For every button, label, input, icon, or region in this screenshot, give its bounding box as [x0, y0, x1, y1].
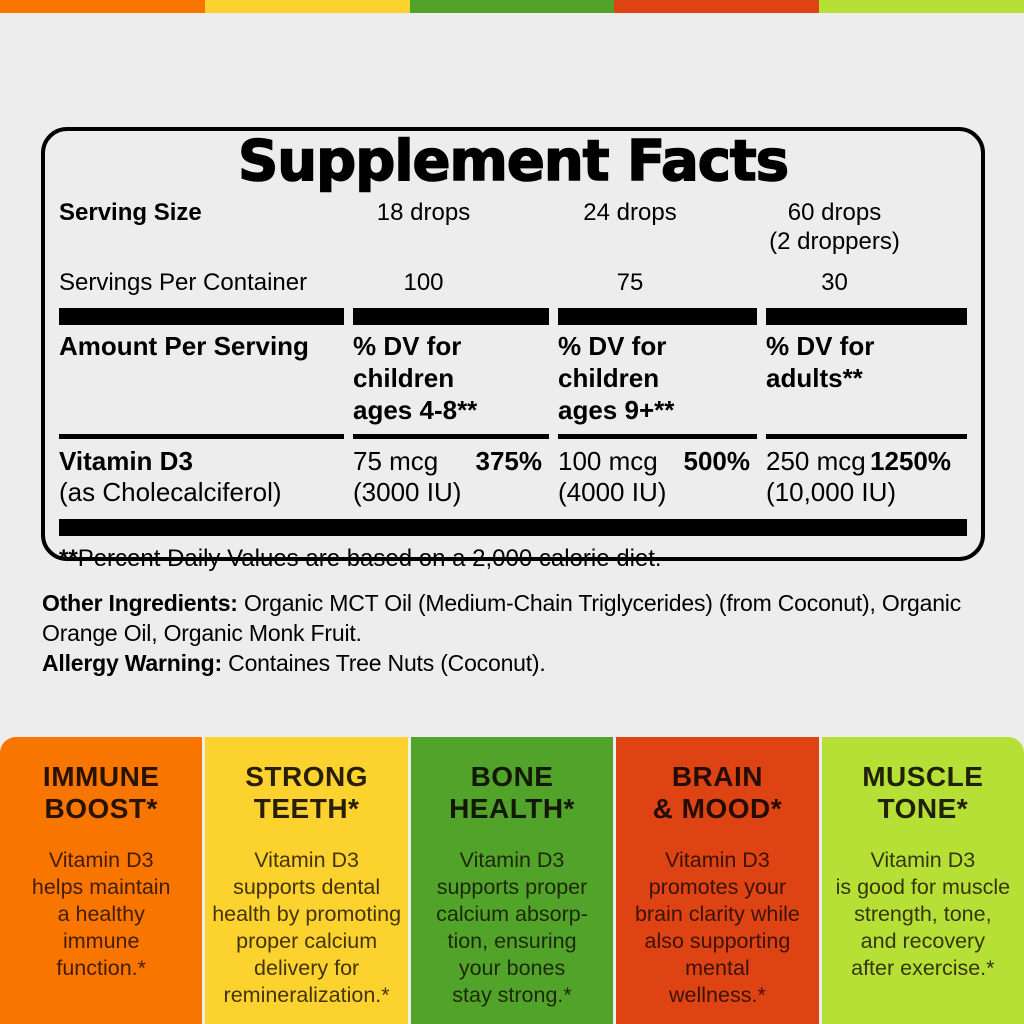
vitamin-form: (as Cholecalciferol)	[59, 477, 282, 508]
column-header-row: Amount Per Serving % DV for children age…	[59, 325, 967, 434]
supplement-facts-panel: Supplement Facts Serving Size 18 drops 2…	[41, 127, 985, 572]
daily-value-footnote: **Percent Daily Values are based on a 2,…	[59, 545, 967, 573]
benefit-panel-bone-health: BONE HEALTH* Vitamin D3 supports proper …	[410, 737, 614, 1024]
divider-segment	[766, 434, 967, 440]
footnote-marker: **	[59, 544, 78, 572]
serving-size-row: Serving Size 18 drops 24 drops 60 drops …	[59, 199, 967, 256]
amount-per-serving-header: Amount Per Serving	[59, 331, 309, 362]
top-color-bar	[0, 0, 1024, 13]
dose-amount: 250 mcg	[766, 446, 866, 477]
dv-header-children-4-8: % DV for children ages 4-8**	[353, 331, 478, 425]
benefit-panels: IMMUNE BOOST* Vitamin D3 helps maintain …	[0, 737, 1024, 1024]
vitamin-d3-row: Vitamin D3 (as Cholecalciferol) 75 mcg 3…	[59, 439, 967, 518]
benefit-panel-immune-boost: IMMUNE BOOST* Vitamin D3 helps maintain …	[0, 737, 203, 1024]
benefit-body: Vitamin D3 promotes your brain clarity w…	[634, 848, 800, 1007]
servings-per-container-label: Servings Per Container	[59, 268, 308, 296]
color-bar-segment-yellow	[204, 0, 410, 13]
dose-iu: (4000 IU)	[558, 477, 667, 508]
servings-value-2: 75	[616, 268, 644, 296]
other-ingredients-text: Organic MCT Oil (Medium-Chain Triglyceri…	[42, 590, 962, 646]
divider-segment	[59, 308, 344, 326]
benefit-panel-muscle-tone: MUSCLE TONE* Vitamin D3 is good for musc…	[821, 737, 1024, 1024]
serving-size-value-3: 60 drops (2 droppers)	[769, 199, 900, 255]
dv-header-children-9plus: % DV for children ages 9+**	[558, 331, 675, 425]
serving-size-label: Serving Size	[59, 199, 202, 227]
dose-children-9plus: 100 mcg 500% (4000 IU)	[558, 446, 766, 508]
divider-segment	[558, 434, 757, 440]
dose-children-4-8: 75 mcg 375% (3000 IU)	[353, 446, 558, 508]
benefit-body: Vitamin D3 helps maintain a healthy immu…	[31, 848, 171, 980]
benefit-panel-brain-mood: BRAIN & MOOD* Vitamin D3 promotes your b…	[616, 737, 819, 1024]
dose-percent-dv: 1250%	[870, 446, 951, 477]
color-bar-segment-orange	[0, 0, 205, 13]
allergy-warning-text: Containes Tree Nuts (Coconut).	[221, 649, 546, 676]
divider-segment	[353, 434, 549, 440]
dv-header-adults: % DV for adults**	[766, 331, 875, 393]
divider-segment	[353, 308, 549, 326]
dose-iu: (10,000 IU)	[766, 477, 897, 508]
benefit-title: BRAIN & MOOD*	[652, 761, 783, 825]
bottom-divider-bar	[59, 518, 967, 536]
divider-segment	[558, 308, 757, 326]
benefit-title: IMMUNE BOOST*	[42, 761, 160, 825]
supplement-facts-title: Supplement Facts	[237, 129, 790, 194]
color-bar-segment-lime	[819, 0, 1024, 13]
other-ingredients-line: Other Ingredients: Organic MCT Oil (Medi…	[42, 589, 990, 649]
allergy-warning-line: Allergy Warning: Containes Tree Nuts (Co…	[42, 649, 990, 679]
serving-size-value-2: 24 drops	[583, 199, 677, 227]
divider-segment	[766, 308, 967, 326]
thin-divider-line	[59, 434, 967, 440]
benefit-body: Vitamin D3 supports proper calcium absor…	[436, 848, 588, 1007]
color-bar-segment-green	[409, 0, 615, 13]
footnote-text: Percent Daily Values are based on a 2,00…	[77, 544, 662, 572]
dose-percent-dv: 375%	[475, 446, 543, 477]
benefit-title: MUSCLE TONE*	[862, 761, 984, 825]
dose-amount: 100 mcg	[558, 446, 658, 477]
servings-per-container-row: Servings Per Container 100 75 30	[59, 268, 967, 296]
color-bar-segment-red	[614, 0, 820, 13]
benefit-title: STRONG TEETH*	[245, 761, 368, 825]
servings-value-3: 30	[821, 268, 848, 296]
dose-adults: 250 mcg 1250% (10,000 IU)	[766, 446, 967, 508]
dose-iu: (3000 IU)	[353, 477, 462, 508]
servings-value-1: 100	[403, 268, 444, 296]
benefit-title: BONE HEALTH*	[449, 761, 575, 825]
serving-size-value-1: 18 drops	[376, 199, 471, 227]
vitamin-name: Vitamin D3	[59, 446, 193, 477]
ingredients-section: Other Ingredients: Organic MCT Oil (Medi…	[42, 589, 990, 679]
dose-amount: 75 mcg	[353, 446, 439, 477]
allergy-warning-label: Allergy Warning:	[42, 649, 222, 676]
benefit-body: Vitamin D3 supports dental health by pro…	[212, 848, 402, 1007]
other-ingredients-label: Other Ingredients:	[42, 590, 238, 616]
divider-segment	[59, 434, 344, 440]
benefit-panel-strong-teeth: STRONG TEETH* Vitamin D3 supports dental…	[205, 737, 408, 1024]
thick-divider-bar	[59, 308, 967, 326]
benefit-body: Vitamin D3 is good for muscle strength, …	[835, 848, 1011, 980]
dose-percent-dv: 500%	[683, 446, 751, 477]
